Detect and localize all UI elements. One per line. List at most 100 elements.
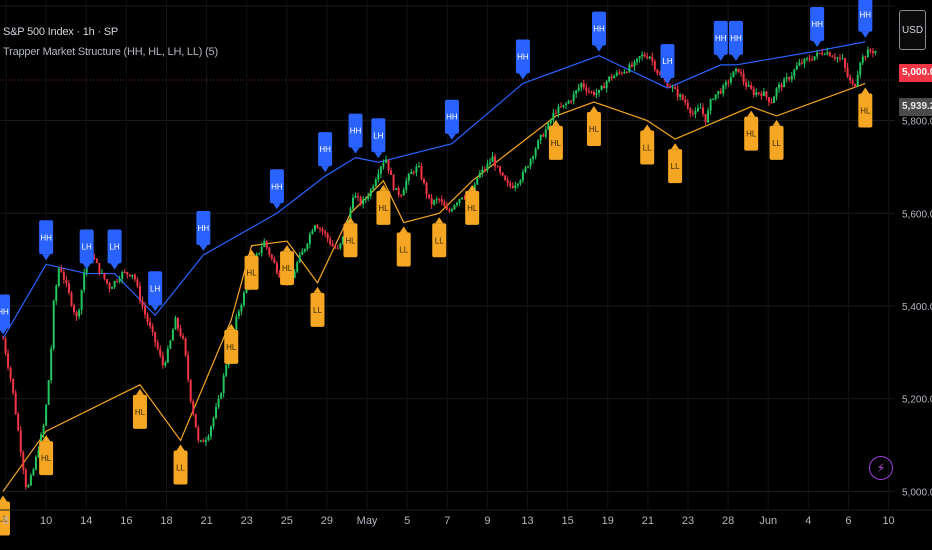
candle-body — [392, 174, 395, 190]
candle-body — [572, 94, 575, 102]
candle-body — [694, 111, 697, 115]
candle-body — [364, 198, 367, 200]
structure-high-label: HH — [810, 7, 825, 47]
candle-body — [732, 71, 735, 78]
candle-body — [352, 197, 354, 209]
candle-body — [580, 83, 583, 88]
structure-label-text: HH — [593, 25, 605, 34]
candle-body — [521, 171, 524, 181]
candle-body — [7, 353, 10, 368]
candle-body — [67, 283, 70, 293]
candle-body — [552, 112, 555, 121]
structure-high-label: HH — [858, 0, 873, 38]
candle-body — [803, 58, 806, 64]
candle-body — [542, 134, 545, 137]
candle-body — [805, 58, 808, 60]
candle-body — [453, 205, 456, 210]
candle-body — [537, 140, 540, 149]
time-tick-label: 15 — [562, 515, 574, 527]
candle-body — [298, 254, 301, 263]
candle-body — [704, 113, 707, 123]
candle-body — [2, 338, 4, 340]
structure-label-text: HL — [246, 269, 257, 278]
time-tick-label: 16 — [120, 515, 132, 527]
candle-body — [775, 88, 778, 97]
candle-body — [397, 188, 400, 196]
candle-body — [844, 58, 847, 68]
candle-body — [95, 258, 98, 263]
candle-body — [575, 90, 578, 95]
candle-body — [331, 244, 334, 247]
time-axis[interactable]: 8 10 14 16 18 21 23 25 29 May 5 7 9 13 15 19 21 23 28 Jun 4 6… — [0, 509, 932, 527]
candle-body — [412, 172, 415, 174]
candle-body — [156, 342, 159, 349]
candle-body — [821, 52, 824, 55]
structure-low-label: HL — [465, 184, 480, 225]
candle-body — [113, 281, 116, 288]
time-tick-label: May — [357, 515, 378, 527]
price-axis[interactable]: 5,000.00 5,200.00 5,400.00 5,600.00 5,800.00 — [902, 117, 932, 499]
structure-label-text: HL — [345, 236, 356, 245]
candle-body — [402, 189, 405, 196]
candle-body — [334, 246, 337, 249]
candle-body — [308, 234, 311, 244]
candle-body — [633, 61, 636, 67]
indicator-title[interactable]: Trapper Market Structure (HH, HL, LH, LL… — [3, 46, 218, 58]
candle-body — [826, 52, 829, 55]
candle-body — [570, 100, 573, 102]
candle-body — [737, 68, 740, 73]
candle-body — [577, 87, 580, 91]
structure-label-text: HH — [0, 307, 9, 316]
structure-label-text: HH — [730, 34, 742, 43]
candle-body — [57, 268, 60, 287]
price-tag-last: 5,939.29 — [899, 98, 932, 116]
candle-body — [131, 274, 134, 277]
currency-button[interactable]: USD — [899, 10, 926, 50]
structure-low-label: LL — [640, 124, 655, 165]
candle-body — [846, 67, 849, 77]
candle-body — [440, 199, 443, 203]
structure-label-text: LL — [313, 306, 322, 315]
candle-body — [458, 199, 461, 203]
candle-body — [98, 262, 101, 274]
candle-body — [278, 272, 281, 278]
candle-body — [788, 77, 791, 80]
candle-body — [770, 102, 773, 104]
candle-body — [610, 76, 613, 79]
candle-body — [301, 251, 304, 255]
candle-body — [818, 52, 821, 54]
candle-body — [823, 54, 826, 56]
candle-body — [684, 99, 687, 103]
candle-body — [103, 273, 106, 280]
structure-label-text: HH — [40, 233, 52, 242]
structure-label-text: HL — [467, 204, 478, 213]
lightning-bolt-icon[interactable]: ⚡ — [869, 456, 893, 480]
candle-body — [527, 166, 529, 168]
candle-body — [516, 183, 519, 186]
candle-body — [712, 99, 715, 101]
candle-body — [367, 196, 370, 199]
candle-body — [93, 257, 96, 259]
candle-body — [696, 107, 699, 112]
candle-body — [242, 292, 245, 305]
symbol-title[interactable]: S&P 500 Index · 1h · SP — [3, 26, 119, 38]
candle-body — [339, 243, 342, 249]
structure-label-text: LH — [373, 131, 383, 140]
structure-low-label: LL — [173, 444, 188, 485]
candle-body — [27, 485, 30, 488]
structure-label-text: HH — [319, 145, 331, 154]
candle-body — [762, 91, 765, 96]
candle-body — [263, 240, 266, 247]
candle-body — [760, 93, 763, 96]
time-tick-label: 19 — [602, 515, 614, 527]
candle-body — [628, 64, 631, 73]
structure-high-label: LH — [79, 229, 94, 270]
candle-body — [265, 240, 268, 248]
candle-body — [729, 77, 732, 83]
candle-body — [603, 85, 606, 89]
candle-body — [52, 300, 55, 349]
candle-body — [608, 76, 611, 82]
candle-body — [14, 392, 17, 415]
candle-body — [476, 177, 479, 185]
